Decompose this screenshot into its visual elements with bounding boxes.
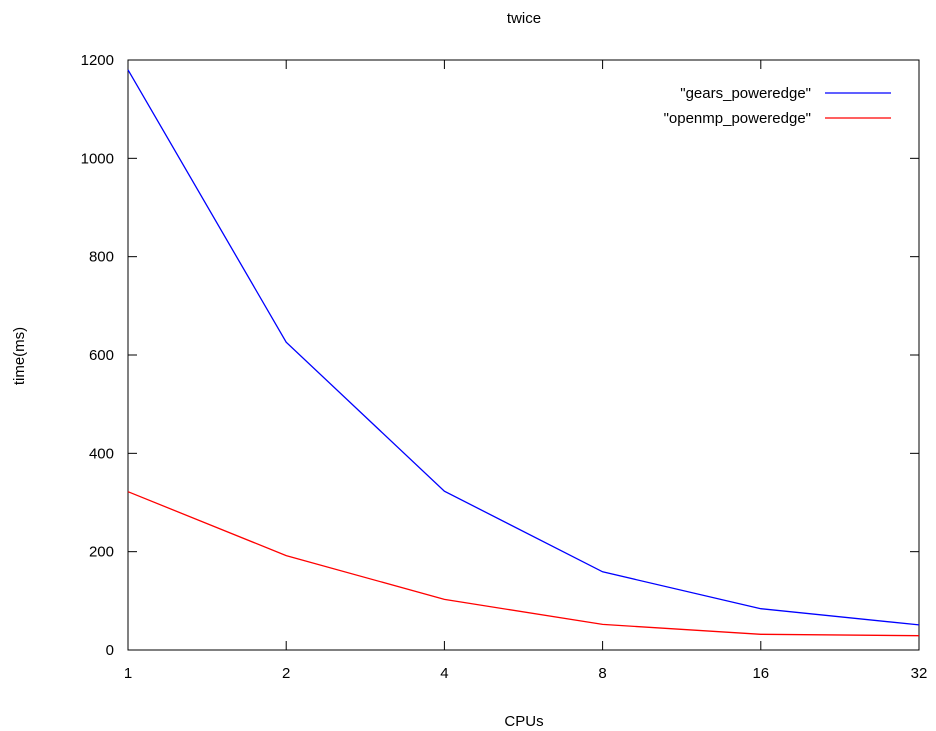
y-tick-label: 1200: [81, 52, 114, 69]
y-tick-label: 600: [89, 347, 114, 364]
series-line-1: [127, 491, 920, 637]
y-tick-label: 400: [89, 445, 114, 462]
y-tick-label: 200: [89, 544, 114, 561]
y-axis-label: time(ms): [11, 327, 28, 385]
y-tick-label: 1000: [81, 150, 114, 167]
x-tick-label: 2: [282, 665, 290, 682]
x-tick-label: 16: [752, 665, 769, 682]
y-tick-label: 800: [89, 249, 114, 266]
x-axis-label: CPUs: [504, 713, 543, 730]
legend-label: "gears_poweredge": [680, 85, 811, 102]
y-tick-label: 0: [106, 642, 114, 659]
x-tick-label: 8: [598, 665, 606, 682]
series-line-0: [127, 69, 920, 626]
plot-frame: [127, 59, 920, 651]
x-tick-label: 32: [911, 665, 928, 682]
series-lines: [127, 69, 920, 637]
legend: "gears_poweredge" "openmp_poweredge": [664, 85, 891, 127]
legend-label: "openmp_poweredge": [664, 110, 811, 127]
chart-title: twice: [507, 10, 541, 27]
y-axis: 0 200 400 600 800 1000 1200: [81, 52, 919, 659]
x-axis: 1 2 4 8 16 32: [124, 60, 928, 682]
x-tick-label: 4: [440, 665, 448, 682]
x-tick-label: 1: [124, 665, 132, 682]
